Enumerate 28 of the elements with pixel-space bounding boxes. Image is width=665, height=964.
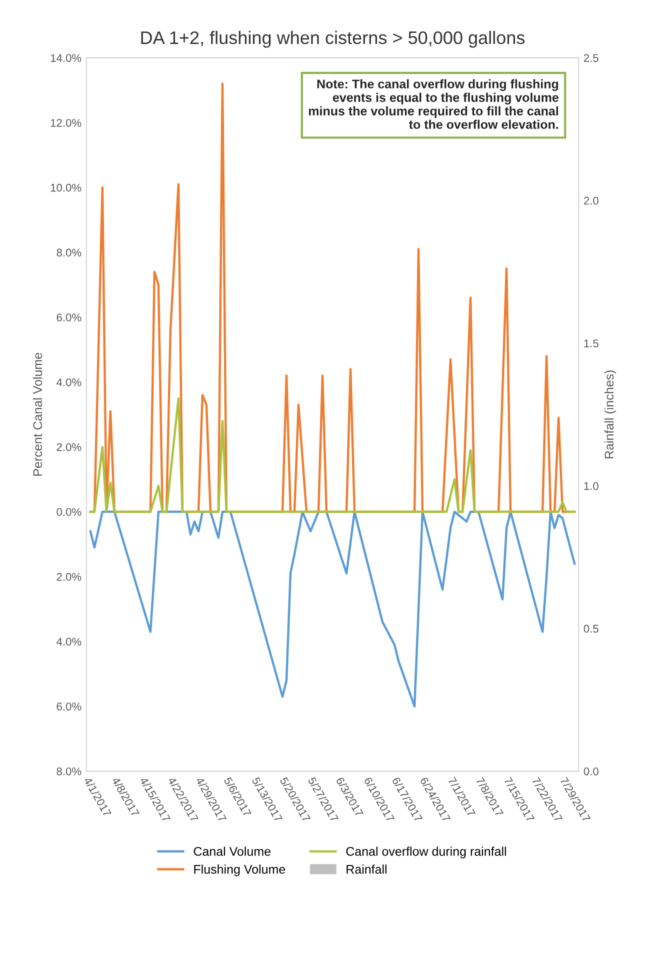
y2-axis-title: Rainfall (inches) <box>604 370 616 458</box>
legend-label: Flushing Volume <box>194 864 286 876</box>
y-tick-label: 6.0% <box>56 314 82 322</box>
legend-label: Canal overflow during rainfall <box>346 846 506 858</box>
y-tick-label: 8.0% <box>56 767 82 776</box>
annotation: Note: The canal overflow during flushing events is equal to the flushing volume minus the volume required to fill the canal to the overflow elevation. <box>308 79 558 129</box>
legend-label: Canal Volume <box>194 846 270 856</box>
chart-title: DA 1+2, flushing when cisterns > 50,000 gallons <box>141 30 525 48</box>
y2-tick-label: 1.5 <box>584 340 598 348</box>
legend-label: Rainfall <box>346 864 386 874</box>
y-tick-label: 0.0% <box>56 508 82 516</box>
y-axis-title: Percent Canal Volume <box>32 352 42 476</box>
y-tick-label: 2.0% <box>56 443 82 452</box>
y2-tick-label: 1.0 <box>584 482 598 490</box>
y-tick-label: 12.0% <box>50 118 82 127</box>
y-tick-label: 4.0% <box>56 378 82 386</box>
y-tick-label: 14.0% <box>50 54 82 62</box>
y2-tick-label: 0.5 <box>584 624 598 633</box>
y-tick-label: 10.0% <box>50 184 82 192</box>
y2-tick-label: 2.5 <box>584 54 598 62</box>
line-series <box>89 510 576 708</box>
y-tick-label: 4.0% <box>56 638 82 646</box>
line-series <box>89 397 576 513</box>
y2-tick-label: 0.0 <box>584 767 598 776</box>
y2-tick-label: 2.0 <box>584 196 598 205</box>
y-tick-label: 8.0% <box>56 248 82 257</box>
y-tick-label: 6.0% <box>56 702 82 710</box>
y-tick-label: 2.0% <box>56 572 82 581</box>
